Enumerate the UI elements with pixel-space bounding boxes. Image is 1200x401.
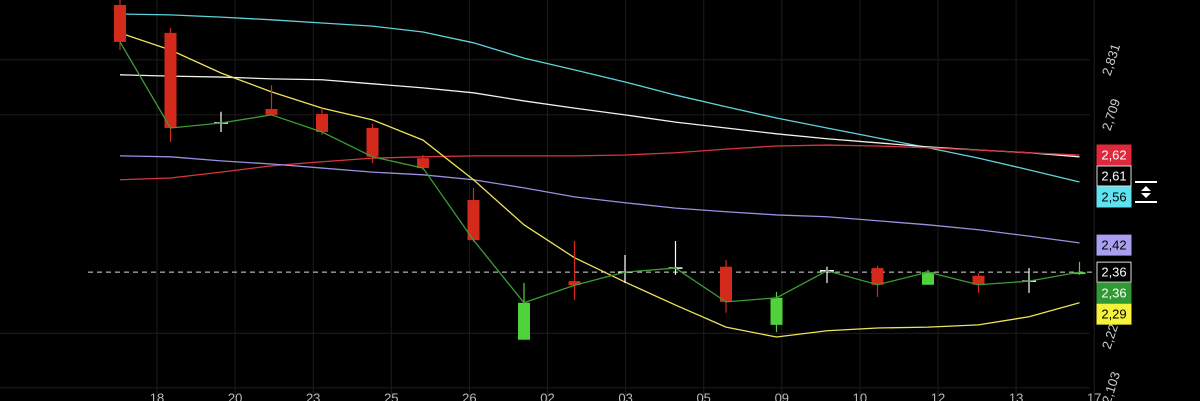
price-label-box	[1096, 186, 1132, 208]
candle-body	[164, 32, 177, 128]
candle-body	[467, 200, 480, 241]
price-label-box	[1096, 282, 1132, 304]
x-tick-label: 03	[618, 390, 632, 401]
price-label: 2,56	[1101, 189, 1126, 204]
price-label-box	[1096, 234, 1132, 256]
price-label: 2,36	[1101, 286, 1126, 301]
price-label: 2,36	[1101, 265, 1126, 280]
x-tick-label: 26	[462, 390, 476, 401]
x-tick-label: 10	[853, 390, 867, 401]
x-tick-label: 23	[306, 390, 320, 401]
x-tick-label: 25	[384, 390, 398, 401]
candle-body	[1073, 272, 1086, 275]
handle-arrows	[1141, 186, 1151, 198]
x-tick-label: 17	[1087, 390, 1101, 401]
price-label: 2,42	[1101, 238, 1126, 253]
price-label-box	[1096, 261, 1132, 283]
price-label-box	[1096, 165, 1132, 187]
price-label-box	[1096, 303, 1132, 325]
candle-body	[972, 275, 985, 285]
x-tick-label: 13	[1009, 390, 1023, 401]
candle-body	[518, 302, 530, 340]
candle-body	[417, 158, 429, 169]
price-label: 2,29	[1101, 307, 1126, 322]
ma-line	[119, 74, 1080, 158]
price-label-box	[1096, 144, 1132, 166]
vertical-grid	[0, 0, 1095, 401]
candle-body	[316, 113, 328, 133]
scale-handle[interactable]	[1135, 181, 1157, 203]
candle-body	[922, 272, 934, 285]
price-label: 2,61	[1101, 168, 1126, 183]
close-line	[119, 41, 1080, 304]
candle-body	[770, 297, 783, 325]
candle-body	[568, 281, 581, 286]
candle-body	[265, 109, 278, 115]
x-tick-label: 12	[931, 390, 945, 401]
ma-line	[119, 32, 1080, 338]
candle-body	[720, 266, 732, 302]
ma-line	[119, 155, 1080, 244]
x-tick-label: 20	[228, 390, 242, 401]
x-tick-label: 05	[696, 390, 710, 401]
x-tick-label: 18	[150, 390, 164, 401]
price-label: 2,62	[1101, 147, 1126, 162]
candle-body	[871, 268, 884, 285]
candle-body	[366, 127, 379, 157]
x-tick-label: 09	[775, 390, 789, 401]
candle-body	[114, 4, 126, 42]
x-tick-label: 02	[540, 390, 554, 401]
